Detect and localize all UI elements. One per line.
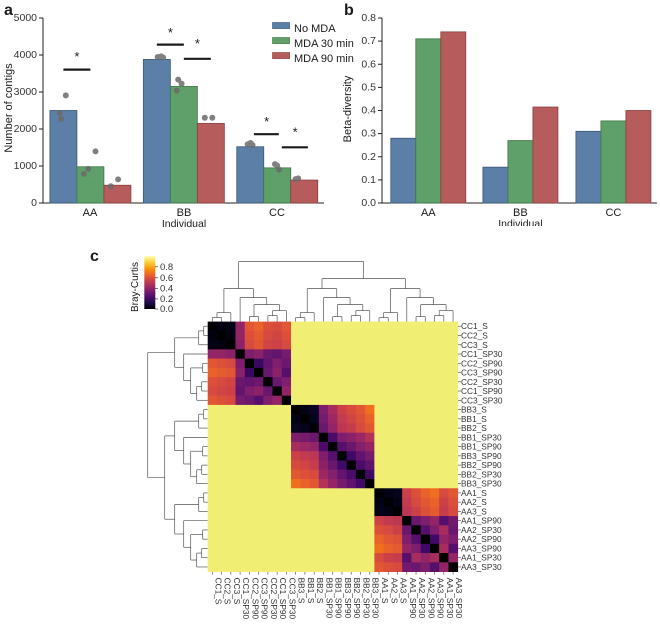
svg-text:0.6: 0.6: [361, 58, 376, 70]
svg-text:AA2_SP30: AA2_SP30: [417, 578, 427, 619]
svg-text:BB1_SP90: BB1_SP90: [334, 578, 344, 619]
svg-text:0.7: 0.7: [361, 35, 376, 47]
svg-text:Beta-diversity: Beta-diversity: [342, 75, 354, 142]
svg-text:0.2: 0.2: [361, 151, 376, 163]
svg-text:BB1_S: BB1_S: [306, 578, 316, 604]
svg-text:CC1_S: CC1_S: [213, 578, 223, 605]
svg-text:AA3_SP30: AA3_SP30: [461, 562, 502, 572]
svg-text:0.4: 0.4: [160, 283, 173, 294]
svg-text:CC2_SP30: CC2_SP30: [269, 578, 279, 620]
svg-text:0.8: 0.8: [160, 262, 173, 273]
svg-text:0.1: 0.1: [361, 174, 376, 186]
svg-text:0.4: 0.4: [361, 105, 376, 117]
svg-text:CC3_SP90: CC3_SP90: [260, 578, 270, 620]
svg-text:AA: AA: [421, 207, 436, 219]
svg-text:CC1_SP90: CC1_SP90: [278, 578, 288, 620]
svg-text:AA2_SP90: AA2_SP90: [426, 578, 436, 619]
svg-text:BB3_SP30: BB3_SP30: [371, 578, 381, 619]
svg-text:CC: CC: [605, 207, 621, 219]
svg-text:AA1_S: AA1_S: [380, 578, 390, 604]
svg-text:BB3_S: BB3_S: [297, 578, 307, 604]
svg-text:BB2_SP30: BB2_SP30: [361, 578, 371, 619]
svg-text:AA1_SP30: AA1_SP30: [445, 578, 455, 619]
svg-text:BB1_SP30: BB1_SP30: [324, 578, 334, 619]
svg-text:CC3_S: CC3_S: [232, 578, 242, 605]
svg-text:CC2_SP90: CC2_SP90: [250, 578, 260, 620]
svg-text:AA2_S: AA2_S: [389, 578, 399, 604]
svg-text:BB2_SP90: BB2_SP90: [352, 578, 362, 619]
svg-text:Individual: Individual: [498, 218, 542, 226]
svg-text:AA3_S: AA3_S: [399, 578, 409, 604]
svg-text:BB3_SP90: BB3_SP90: [343, 578, 353, 619]
svg-text:CC3_SP30: CC3_SP30: [287, 578, 297, 620]
svg-text:AA3_SP90: AA3_SP90: [436, 578, 446, 619]
svg-text:0.5: 0.5: [361, 81, 376, 93]
svg-text:0.0: 0.0: [361, 197, 376, 209]
svg-text:BB2_S: BB2_S: [315, 578, 325, 604]
svg-text:AA3_SP30: AA3_SP30: [454, 578, 464, 619]
svg-text:0.8: 0.8: [361, 12, 376, 24]
svg-text:CC2_S: CC2_S: [223, 578, 233, 605]
svg-text:AA1_SP90: AA1_SP90: [408, 578, 418, 619]
svg-text:0.6: 0.6: [160, 273, 173, 284]
svg-text:Bray-Curtis: Bray-Curtis: [130, 262, 141, 312]
svg-text:0.0: 0.0: [160, 304, 173, 315]
svg-text:CC1_SP30: CC1_SP30: [241, 578, 251, 620]
svg-text:0.3: 0.3: [361, 128, 376, 140]
